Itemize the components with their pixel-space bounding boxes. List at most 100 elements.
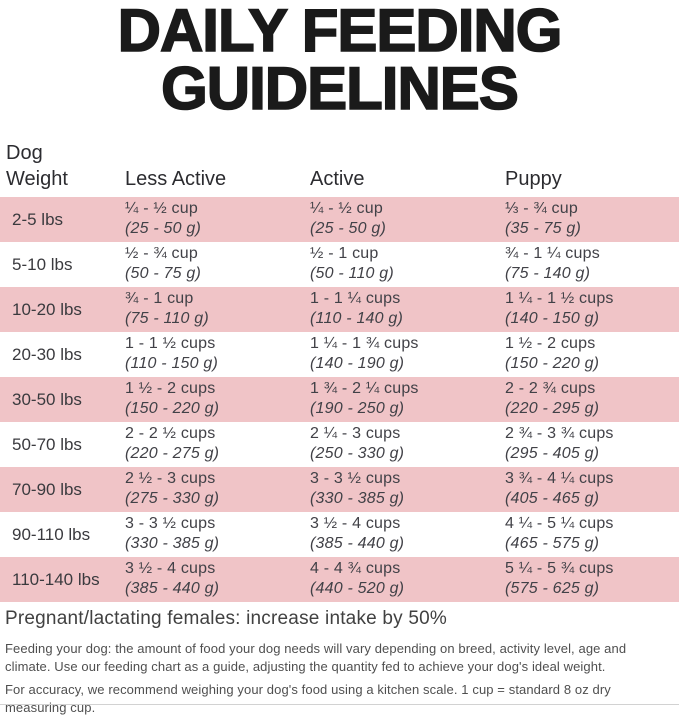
less-active-cups-range: 2 ½ - 3 cups — [125, 470, 216, 487]
less-active-grams-range: (75 - 110 g) — [125, 310, 209, 327]
less-active-cups-range: 1 ½ - 2 cups — [125, 380, 216, 397]
less-active-cell: ½ - ¾ cup (50 - 75 g) — [125, 242, 310, 287]
less-active-cell: 2 - 2 ½ cups (220 - 275 g) — [125, 422, 310, 467]
table-row: 30-50 lbs 1 ½ - 2 cups (150 - 220 g) 1 ¾… — [0, 377, 679, 422]
active-cups-range: 3 ½ - 4 cups — [310, 515, 401, 532]
active-cups-range: ½ - 1 cup — [310, 245, 379, 262]
less-active-grams-range: (50 - 75 g) — [125, 265, 202, 282]
less-active-grams-range: (25 - 50 g) — [125, 220, 202, 237]
measuring-accuracy-note: For accuracy, we recommend weighing your… — [5, 682, 611, 715]
puppy-cell: 2 ¾ - 3 ¾ cups (295 - 405 g) — [505, 422, 679, 467]
puppy-grams-range: (465 - 575 g) — [505, 535, 600, 552]
less-active-grams-range: (150 - 220 g) — [125, 400, 220, 417]
active-grams-range: (330 - 385 g) — [310, 490, 405, 507]
active-grams-range: (385 - 440 g) — [310, 535, 405, 552]
table-row: 110-140 lbs 3 ½ - 4 cups (385 - 440 g) 4… — [0, 557, 679, 602]
active-cell: ½ - 1 cup (50 - 110 g) — [310, 242, 505, 287]
active-grams-range: (140 - 190 g) — [310, 355, 405, 372]
less-active-cell: ¾ - 1 cup (75 - 110 g) — [125, 287, 310, 332]
pregnant-lactating-note: Pregnant/lactating females: increase int… — [5, 608, 447, 629]
less-active-grams-range: (330 - 385 g) — [125, 535, 220, 552]
less-active-cups-range: ¾ - 1 cup — [125, 290, 194, 307]
puppy-grams-range: (75 - 140 g) — [505, 265, 591, 282]
puppy-grams-range: (150 - 220 g) — [505, 355, 600, 372]
puppy-cups-range: 1 ½ - 2 cups — [505, 335, 596, 352]
active-cell: 1 - 1 ¼ cups (110 - 140 g) — [310, 287, 505, 332]
feeding-variability-note: Feeding your dog: the amount of food you… — [5, 641, 627, 674]
puppy-cups-range: 2 - 2 ¾ cups — [505, 380, 596, 397]
active-cups-range: ¼ - ½ cup — [310, 200, 383, 217]
less-active-cups-range: 1 - 1 ½ cups — [125, 335, 216, 352]
puppy-grams-range: (220 - 295 g) — [505, 400, 600, 417]
active-cell: 3 - 3 ½ cups (330 - 385 g) — [310, 467, 505, 512]
puppy-grams-range: (35 - 75 g) — [505, 220, 582, 237]
dog-weight-cell: 10-20 lbs — [12, 299, 82, 319]
dog-weight-cell: 2-5 lbs — [12, 209, 64, 229]
less-active-grams-range: (385 - 440 g) — [125, 580, 220, 597]
puppy-cups-range: 4 ¼ - 5 ¼ cups — [505, 515, 614, 532]
bottom-divider — [0, 704, 679, 705]
less-active-grams-range: (275 - 330 g) — [125, 490, 220, 507]
active-cups-range: 1 ¼ - 1 ¾ cups — [310, 335, 419, 352]
table-row: 70-90 lbs 2 ½ - 3 cups (275 - 330 g) 3 -… — [0, 467, 679, 512]
column-header-less-active: Less Active — [125, 168, 227, 190]
puppy-cell: ¾ - 1 ¼ cups (75 - 140 g) — [505, 242, 679, 287]
puppy-grams-range: (140 - 150 g) — [505, 310, 600, 327]
puppy-cell: 3 ¾ - 4 ¼ cups (405 - 465 g) — [505, 467, 679, 512]
table-row: 2-5 lbs ¼ - ½ cup (25 - 50 g) ¼ - ½ cup … — [0, 197, 679, 242]
active-grams-range: (250 - 330 g) — [310, 445, 405, 462]
active-grams-range: (190 - 250 g) — [310, 400, 405, 417]
puppy-cell: 4 ¼ - 5 ¼ cups (465 - 575 g) — [505, 512, 679, 557]
less-active-cell: 2 ½ - 3 cups (275 - 330 g) — [125, 467, 310, 512]
active-cups-range: 2 ¼ - 3 cups — [310, 425, 401, 442]
dog-weight-cell: 50-70 lbs — [12, 434, 82, 454]
active-cups-range: 1 - 1 ¼ cups — [310, 290, 401, 307]
active-cell: 3 ½ - 4 cups (385 - 440 g) — [310, 512, 505, 557]
less-active-cell: 1 - 1 ½ cups (110 - 150 g) — [125, 332, 310, 377]
puppy-cell: 5 ¼ - 5 ¾ cups (575 - 625 g) — [505, 557, 679, 602]
active-grams-range: (440 - 520 g) — [310, 580, 405, 597]
dog-weight-cell: 5-10 lbs — [12, 254, 73, 274]
puppy-cups-range: 3 ¾ - 4 ¼ cups — [505, 470, 614, 487]
puppy-grams-range: (295 - 405 g) — [505, 445, 600, 462]
table-header-row: Dog Weight Less Active Active Puppy — [0, 140, 679, 192]
less-active-cups-range: ½ - ¾ cup — [125, 245, 198, 262]
active-cell: 2 ¼ - 3 cups (250 - 330 g) — [310, 422, 505, 467]
puppy-cups-range: 2 ¾ - 3 ¾ cups — [505, 425, 614, 442]
active-grams-range: (50 - 110 g) — [310, 265, 394, 282]
active-grams-range: (25 - 50 g) — [310, 220, 387, 237]
puppy-cell: ⅓ - ¾ cup (35 - 75 g) — [505, 197, 679, 242]
less-active-cell: ¼ - ½ cup (25 - 50 g) — [125, 197, 310, 242]
puppy-cups-range: ⅓ - ¾ cup — [505, 200, 578, 217]
dog-weight-cell: 90-110 lbs — [12, 524, 91, 544]
table-row: 10-20 lbs ¾ - 1 cup (75 - 110 g) 1 - 1 ¼… — [0, 287, 679, 332]
active-cups-range: 4 - 4 ¾ cups — [310, 560, 401, 577]
column-header-active: Active — [310, 168, 365, 190]
puppy-cell: 2 - 2 ¾ cups (220 - 295 g) — [505, 377, 679, 422]
table-row: 20-30 lbs 1 - 1 ½ cups (110 - 150 g) 1 ¼… — [0, 332, 679, 377]
dog-weight-cell: 70-90 lbs — [12, 479, 82, 499]
less-active-cups-range: 3 - 3 ½ cups — [125, 515, 216, 532]
puppy-grams-range: (575 - 625 g) — [505, 580, 600, 597]
column-header-puppy: Puppy — [505, 168, 562, 190]
active-cell: ¼ - ½ cup (25 - 50 g) — [310, 197, 505, 242]
less-active-cell: 1 ½ - 2 cups (150 - 220 g) — [125, 377, 310, 422]
active-cups-range: 3 - 3 ½ cups — [310, 470, 401, 487]
puppy-cups-range: 1 ¼ - 1 ½ cups — [505, 290, 614, 307]
less-active-cell: 3 ½ - 4 cups (385 - 440 g) — [125, 557, 310, 602]
less-active-grams-range: (220 - 275 g) — [125, 445, 220, 462]
table-row: 5-10 lbs ½ - ¾ cup (50 - 75 g) ½ - 1 cup… — [0, 242, 679, 287]
title-line-2: GUIDELINES — [160, 55, 519, 122]
less-active-cell: 3 - 3 ½ cups (330 - 385 g) — [125, 512, 310, 557]
page-title: DAILY FEEDING GUIDELINES — [0, 0, 679, 122]
puppy-cups-range: 5 ¼ - 5 ¾ cups — [505, 560, 614, 577]
title-line-1: DAILY FEEDING — [117, 0, 563, 64]
active-cups-range: 1 ¾ - 2 ¼ cups — [310, 380, 419, 397]
dog-weight-cell: 30-50 lbs — [12, 389, 82, 409]
puppy-cups-range: ¾ - 1 ¼ cups — [505, 245, 600, 262]
feeding-table-body: 2-5 lbs ¼ - ½ cup (25 - 50 g) ¼ - ½ cup … — [0, 197, 679, 602]
puppy-cell: 1 ¼ - 1 ½ cups (140 - 150 g) — [505, 287, 679, 332]
active-cell: 1 ¾ - 2 ¼ cups (190 - 250 g) — [310, 377, 505, 422]
puppy-cell: 1 ½ - 2 cups (150 - 220 g) — [505, 332, 679, 377]
